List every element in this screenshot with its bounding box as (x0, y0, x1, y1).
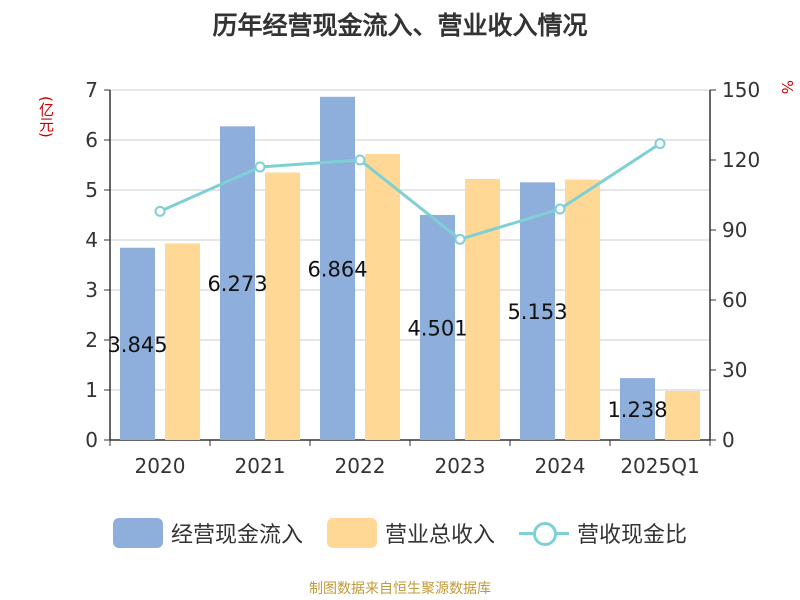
line-ratio-point (354, 154, 366, 166)
x-tick-label: 2021 (235, 454, 286, 478)
y-left-tick-label: 2 (85, 328, 98, 352)
x-tick-label: 2022 (335, 454, 386, 478)
y-right-tick-label: 30 (722, 358, 747, 382)
x-tick-label: 2020 (135, 454, 186, 478)
bar-revenue (665, 391, 700, 440)
y-left-tick-label: 4 (85, 228, 98, 252)
y-right-tick-label: 90 (722, 218, 747, 242)
bar-revenue (265, 172, 300, 440)
line-ratio-point (454, 233, 466, 245)
data-label-cash-inflow: 1.238 (607, 398, 667, 422)
legend-swatch-cash-inflow (112, 518, 163, 548)
bar-cash-inflow (320, 96, 355, 441)
y-left-tick-label: 5 (85, 178, 98, 202)
bar-revenue (365, 154, 400, 440)
legend-swatch-ratio (519, 518, 569, 548)
legend-label-revenue: 营业总收入 (384, 523, 495, 548)
line-ratio-point (154, 205, 166, 217)
line-ratio (159, 142, 661, 241)
y-right-tick-label: 120 (722, 148, 760, 172)
legend: 经营现金流入 营业总收入 营收现金比 (0, 517, 800, 549)
legend-item-ratio[interactable]: 营收现金比 (519, 517, 687, 549)
y-right-tick-label: 150 (722, 78, 760, 102)
bar-cash-inflow (520, 182, 555, 440)
line-ratio-point (254, 161, 266, 173)
bar-cash-inflow (620, 378, 655, 440)
right-axis-unit: % (778, 80, 796, 95)
data-label-cash-inflow: 3.845 (107, 333, 167, 357)
bar-cash-inflow (120, 247, 155, 440)
y-left-tick-label: 1 (85, 378, 98, 402)
legend-item-cash-inflow[interactable]: 经营现金流入 (112, 517, 303, 549)
y-left-tick-label: 0 (85, 428, 98, 452)
x-tick-label: 2023 (435, 454, 486, 478)
left-axis-unit: (亿元) (37, 96, 55, 138)
legend-label-cash-inflow: 经营现金流入 (170, 523, 303, 548)
bar-revenue (465, 179, 500, 440)
data-label-cash-inflow: 5.153 (507, 300, 567, 324)
y-left-tick-label: 6 (85, 128, 98, 152)
legend-item-revenue[interactable]: 营业总收入 (326, 517, 495, 549)
line-ratio-point (654, 138, 666, 150)
y-right-tick-label: 60 (722, 288, 747, 312)
y-left-tick-label: 7 (85, 78, 98, 102)
data-label-cash-inflow: 4.501 (407, 316, 467, 340)
source-note: 制图数据来自恒生聚源数据库 (309, 581, 491, 597)
data-label-cash-inflow: 6.273 (207, 272, 267, 296)
bar-revenue (165, 243, 200, 440)
bar-cash-inflow (220, 126, 255, 440)
y-right-tick-label: 0 (722, 428, 735, 452)
chart-title: 历年经营现金流入、营业收入情况 (212, 11, 588, 40)
legend-swatch-revenue (326, 518, 377, 548)
y-left-tick-label: 3 (85, 278, 98, 302)
line-ratio-point (554, 203, 566, 215)
bar-cash-inflow (420, 214, 455, 440)
x-tick-label: 2024 (535, 454, 586, 478)
bar-revenue (565, 179, 600, 440)
legend-label-ratio: 营收现金比 (577, 523, 688, 548)
x-tick-label: 2025Q1 (620, 454, 699, 478)
data-label-cash-inflow: 6.864 (307, 257, 367, 281)
